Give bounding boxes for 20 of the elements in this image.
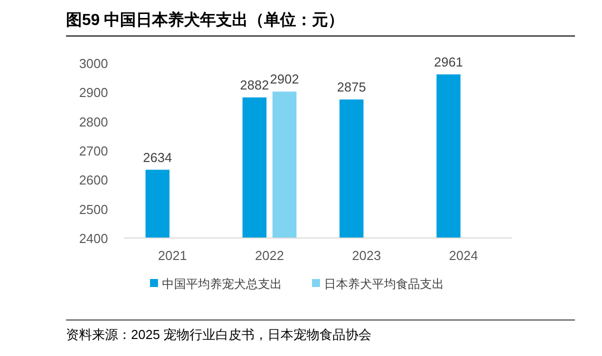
y-tick-label: 2900 [79, 85, 108, 100]
y-tick-label: 2500 [79, 202, 108, 217]
legend-label: 日本养犬平均食品支出 [324, 277, 444, 291]
text: 资料来源：2025 宠物行业白皮书，日本宠物食品协会 [66, 327, 372, 342]
x-tick-label: 2021 [158, 248, 187, 263]
data-label: 2902 [270, 72, 299, 87]
y-tick-label: 2600 [79, 172, 108, 188]
y-tick-label: 2400 [79, 231, 108, 246]
x-tick-label: 2022 [255, 248, 284, 263]
data-label: 2961 [434, 54, 463, 70]
data-label: 2634 [143, 150, 172, 165]
y-tick-label: 2800 [79, 114, 108, 130]
y-tick-label: 3000 [79, 56, 108, 71]
legend-label: 中国平均养宠犬总支出 [162, 277, 282, 291]
data-label: 2875 [337, 79, 366, 94]
x-tick-label: 2023 [352, 248, 381, 263]
y-tick-label: 2700 [79, 144, 108, 158]
data-label: 2882 [240, 77, 269, 92]
chart-title: 图59 中国日本养犬年支出（单位：元） [66, 10, 344, 29]
x-tick-label: 2024 [449, 248, 478, 263]
